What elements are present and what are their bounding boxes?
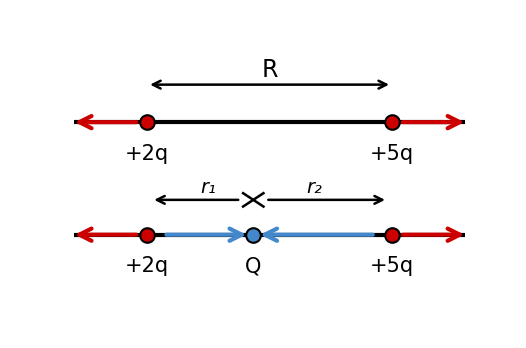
Text: Q: Q [245,256,261,276]
Point [143,119,151,125]
Point [388,119,396,125]
Text: +5q: +5q [370,256,414,276]
Point [143,232,151,237]
Point [388,232,396,237]
Text: +2q: +2q [125,256,169,276]
Point [249,232,258,237]
Text: r₂: r₂ [307,177,322,197]
Text: +5q: +5q [370,144,414,164]
Text: +2q: +2q [125,144,169,164]
Text: r₁: r₁ [200,177,216,197]
Text: R: R [261,58,278,82]
